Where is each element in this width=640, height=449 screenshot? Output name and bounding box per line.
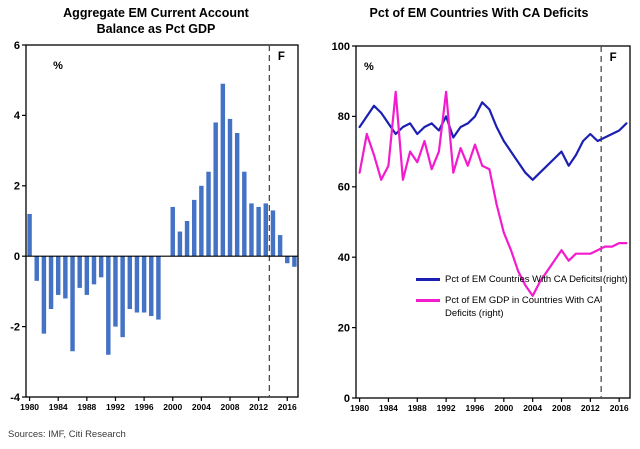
svg-text:2000: 2000 [163, 402, 182, 412]
svg-text:6: 6 [14, 40, 20, 52]
svg-text:1988: 1988 [77, 402, 96, 412]
svg-text:F: F [278, 51, 285, 63]
svg-text:100: 100 [332, 40, 350, 52]
svg-text:2004: 2004 [523, 403, 542, 413]
legend-label-countries: Pct of EM Countries With CA Deficits (ri… [445, 274, 628, 285]
svg-text:-2: -2 [10, 321, 20, 333]
svg-text:1980: 1980 [350, 403, 369, 413]
magenta-line-swatch [416, 299, 440, 303]
svg-text:20: 20 [338, 322, 350, 334]
svg-text:1996: 1996 [135, 402, 154, 412]
svg-text:1988: 1988 [408, 403, 427, 413]
blue-line-swatch [416, 278, 440, 281]
svg-text:1984: 1984 [49, 402, 68, 412]
svg-text:80: 80 [338, 111, 350, 123]
right-chart-legend: Pct of EM Countries With CA Deficits (ri… [416, 274, 630, 329]
svg-text:4: 4 [14, 110, 21, 122]
svg-text:F: F [610, 52, 617, 64]
svg-text:60: 60 [338, 181, 350, 193]
svg-text:%: % [53, 60, 63, 72]
svg-text:1996: 1996 [466, 403, 485, 413]
svg-text:2016: 2016 [278, 402, 297, 412]
svg-text:0: 0 [14, 251, 20, 263]
svg-text:1980: 1980 [20, 402, 39, 412]
svg-text:2016: 2016 [610, 403, 629, 413]
svg-text:%: % [364, 61, 374, 73]
svg-text:2008: 2008 [221, 402, 240, 412]
svg-text:0: 0 [344, 392, 350, 404]
left-chart-title: Aggregate EM Current Account Balance as … [2, 6, 310, 37]
svg-text:-4: -4 [10, 392, 21, 404]
svg-text:2012: 2012 [581, 403, 600, 413]
svg-text:2: 2 [14, 181, 20, 193]
legend-label-gdp: Pct of EM GDP in Countries With CA Defic… [445, 295, 600, 319]
right-chart-panel: Pct of EM Countries With CA Deficits 100… [320, 6, 638, 416]
svg-text:1992: 1992 [437, 403, 456, 413]
svg-text:2008: 2008 [552, 403, 571, 413]
svg-text:2004: 2004 [192, 402, 211, 412]
right-chart-title: Pct of EM Countries With CA Deficits [369, 6, 589, 20]
svg-text:2012: 2012 [249, 402, 268, 412]
sources-note: Sources: IMF, Citi Research [8, 429, 126, 440]
legend-item-gdp: Pct of EM GDP in Countries With CA Defic… [416, 295, 630, 320]
left-chart-title-line2: Balance as Pct GDP [96, 21, 216, 36]
left-chart-title-line1: Aggregate EM Current Account [63, 6, 249, 20]
left-chart-panel: Aggregate EM Current Account Balance as … [2, 6, 310, 415]
svg-text:1992: 1992 [106, 402, 125, 412]
legend-item-countries: Pct of EM Countries With CA Deficits (ri… [416, 274, 630, 286]
svg-text:2000: 2000 [494, 403, 513, 413]
svg-text:1984: 1984 [379, 403, 398, 413]
svg-text:40: 40 [338, 252, 350, 264]
